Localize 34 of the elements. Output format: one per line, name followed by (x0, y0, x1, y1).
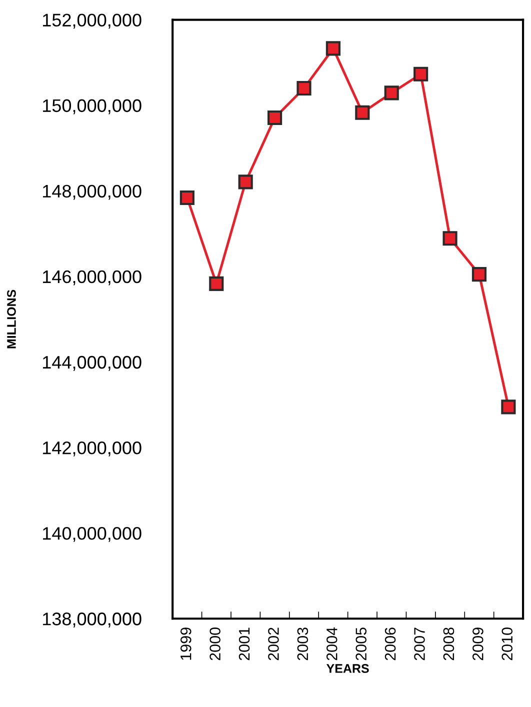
y-tick-label: 138,000,000 (43, 612, 142, 628)
point (472, 267, 487, 282)
x-tick-label: 2001 (238, 628, 250, 660)
point (209, 276, 224, 292)
x-tick-label: 1999 (180, 628, 192, 660)
point (442, 231, 458, 246)
point (180, 190, 194, 206)
x-tick-label: 2002 (268, 628, 279, 660)
point (384, 86, 399, 100)
x-tick-label: 2009 (472, 628, 484, 660)
x-tick-label: 2008 (443, 628, 454, 660)
x-axis-title: YEARS (326, 664, 369, 673)
x-tick-label: 2000 (210, 628, 220, 660)
x-tick-label: 2006 (384, 628, 396, 660)
y-tick-label: 144,000,000 (43, 356, 142, 371)
point (355, 105, 370, 120)
x-tick-label: 2007 (414, 628, 425, 660)
x-tick-label: 2003 (297, 628, 308, 660)
x-tick-label: 2004 (326, 627, 338, 660)
point (296, 80, 312, 96)
point (268, 110, 282, 126)
y-tick-label: 150,000,000 (43, 99, 142, 114)
y-tick-label: 142,000,000 (43, 441, 142, 456)
y-tick-label: 140,000,000 (43, 527, 142, 542)
point (238, 174, 253, 190)
y-tick-label: 146,000,000 (43, 270, 142, 286)
point (414, 66, 428, 82)
point (326, 41, 340, 56)
x-tick-label: 2010 (502, 628, 513, 660)
y-tick-label: 148,000,000 (43, 184, 142, 200)
x-tick-label: 2005 (356, 628, 367, 660)
y-tick-label: 152,000,000 (43, 14, 142, 29)
point (501, 400, 516, 414)
y-axis-title: MILLIONS (7, 290, 16, 348)
